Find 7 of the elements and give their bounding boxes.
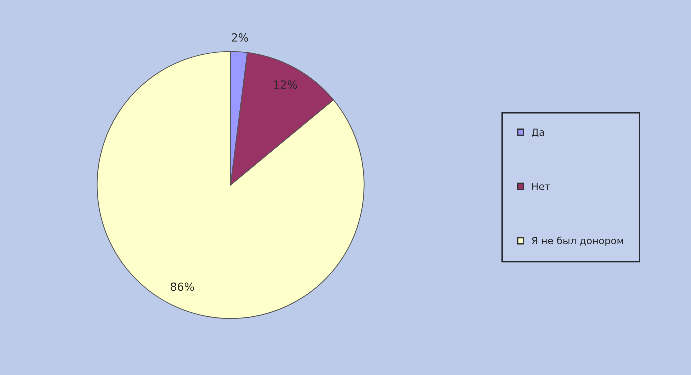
data-label: 2% (232, 34, 248, 42)
pie-slice (96, 51, 365, 320)
legend-label: Да (532, 128, 544, 138)
data-label: 12% (274, 80, 298, 90)
legend-label: Я не был донором (532, 236, 624, 246)
legend-label: Нет (532, 183, 550, 190)
data-label: 86% (170, 282, 194, 292)
